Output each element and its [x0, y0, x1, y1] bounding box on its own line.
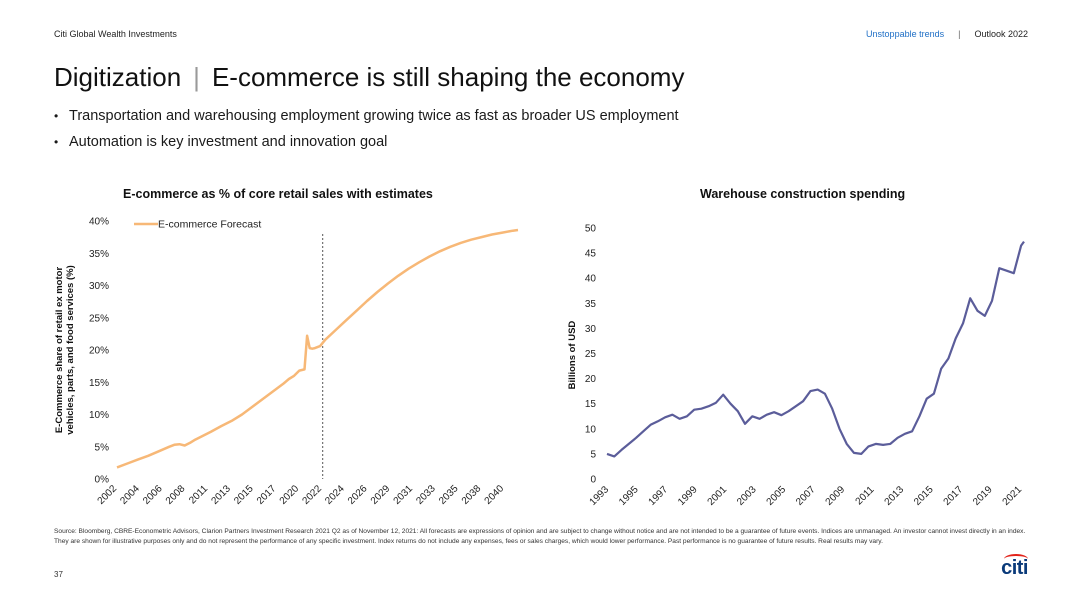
y-tick-label: 45: [585, 249, 597, 260]
x-tick-label: 2013: [883, 484, 907, 508]
x-tick-label: 2003: [735, 484, 759, 508]
page-number: 37: [54, 570, 63, 579]
y-tick-label: 20: [585, 374, 597, 385]
y-tick-label: 0%: [95, 475, 110, 486]
x-tick-label: 2009: [824, 484, 848, 508]
bullet-item: • Automation is key investment and innova…: [54, 134, 679, 150]
footer-source: Source: Bloomberg, CBRE-Econometric Advi…: [54, 528, 1026, 545]
title-main: Digitization: [54, 62, 182, 92]
y-axis-label-line2: vehicles, parts, and food services (%): [65, 265, 76, 434]
y-tick-label: 5%: [95, 442, 110, 453]
y-axis-label: Billions of USD: [567, 321, 578, 390]
x-tick-label: 2015: [912, 484, 936, 508]
header-right: Unstoppable trends | Outlook 2022: [866, 29, 1028, 39]
ecommerce-chart: 0%5%10%15%20%25%30%35%40%2002 2004 2006 200…: [54, 217, 519, 507]
bullet-text: Automation is key investment and innovat…: [69, 134, 388, 150]
y-tick-label: 15: [585, 399, 597, 410]
y-tick-label: 25%: [89, 313, 109, 324]
x-tick-label: 1993: [588, 484, 612, 508]
bullet-list: • Transportation and warehousing employme…: [54, 108, 679, 160]
x-tick-label: 2019: [971, 484, 995, 508]
x-tick-label: 1995: [617, 484, 641, 508]
y-axis-label: E-Commerce share of retail ex motorvehic…: [54, 265, 76, 434]
warehouse-series-line: [606, 240, 1025, 458]
ecommerce-series-line: [116, 228, 519, 469]
warehouse-chart-title: Warehouse construction spending: [700, 187, 906, 201]
x-tick-label: 2011: [854, 484, 877, 507]
y-tick-label: 35: [585, 299, 597, 310]
y-tick-label: 5: [590, 449, 596, 460]
y-tick-label: 20%: [89, 346, 109, 357]
y-tick-label: 35%: [89, 249, 109, 260]
y-tick-label: 25: [585, 349, 597, 360]
ecommerce-chart-title: E-commerce as % of core retail sales wit…: [123, 187, 433, 201]
x-tick-label: 2021: [1001, 484, 1025, 508]
warehouse-chart: 0 5 10 15 20 25 30 35 40 45 50 1993 1995 1997 1999 2001…: [567, 224, 1025, 508]
x-tick-label: 1997: [647, 484, 671, 508]
bullet-dot-icon: •: [54, 135, 59, 149]
header-separator: |: [958, 29, 961, 39]
y-tick-label: 40%: [89, 217, 109, 228]
bullet-dot-icon: •: [54, 109, 59, 123]
y-tick-label: 40: [585, 274, 597, 285]
y-tick-label: 30%: [89, 281, 109, 292]
y-axis-label-line1: E-Commerce share of retail ex motor: [54, 267, 65, 434]
section-link[interactable]: Unstoppable trends: [866, 29, 945, 39]
y-tick-label: 10: [585, 424, 597, 435]
title-divider: |: [193, 62, 200, 92]
x-tick-label: 2001: [706, 484, 730, 508]
y-tick-label: 30: [585, 324, 597, 335]
brand-label: Citi Global Wealth Investments: [54, 29, 177, 39]
y-tick-label: 50: [585, 224, 597, 235]
publication-label: Outlook 2022: [974, 29, 1028, 39]
y-tick-label: 10%: [89, 410, 109, 421]
x-tick-label: 2017: [942, 484, 966, 508]
x-tick-label: 2005: [765, 484, 789, 508]
logo-arc-icon: [1004, 554, 1029, 564]
y-tick-label: 15%: [89, 378, 109, 389]
bullet-text: Transportation and warehousing employmen…: [69, 108, 679, 124]
bullet-item: • Transportation and warehousing employme…: [54, 108, 679, 124]
legend-label: E-commerce Forecast: [158, 219, 261, 231]
x-tick-label: 1999: [676, 484, 700, 508]
y-tick-label: 0: [590, 475, 596, 486]
citi-logo: citi: [1001, 554, 1029, 580]
page-title: Digitization | E-commerce is still shaping…: [54, 62, 684, 93]
title-sub: E-commerce is still shaping the economy: [211, 62, 685, 92]
x-tick-label: 2007: [794, 484, 818, 508]
